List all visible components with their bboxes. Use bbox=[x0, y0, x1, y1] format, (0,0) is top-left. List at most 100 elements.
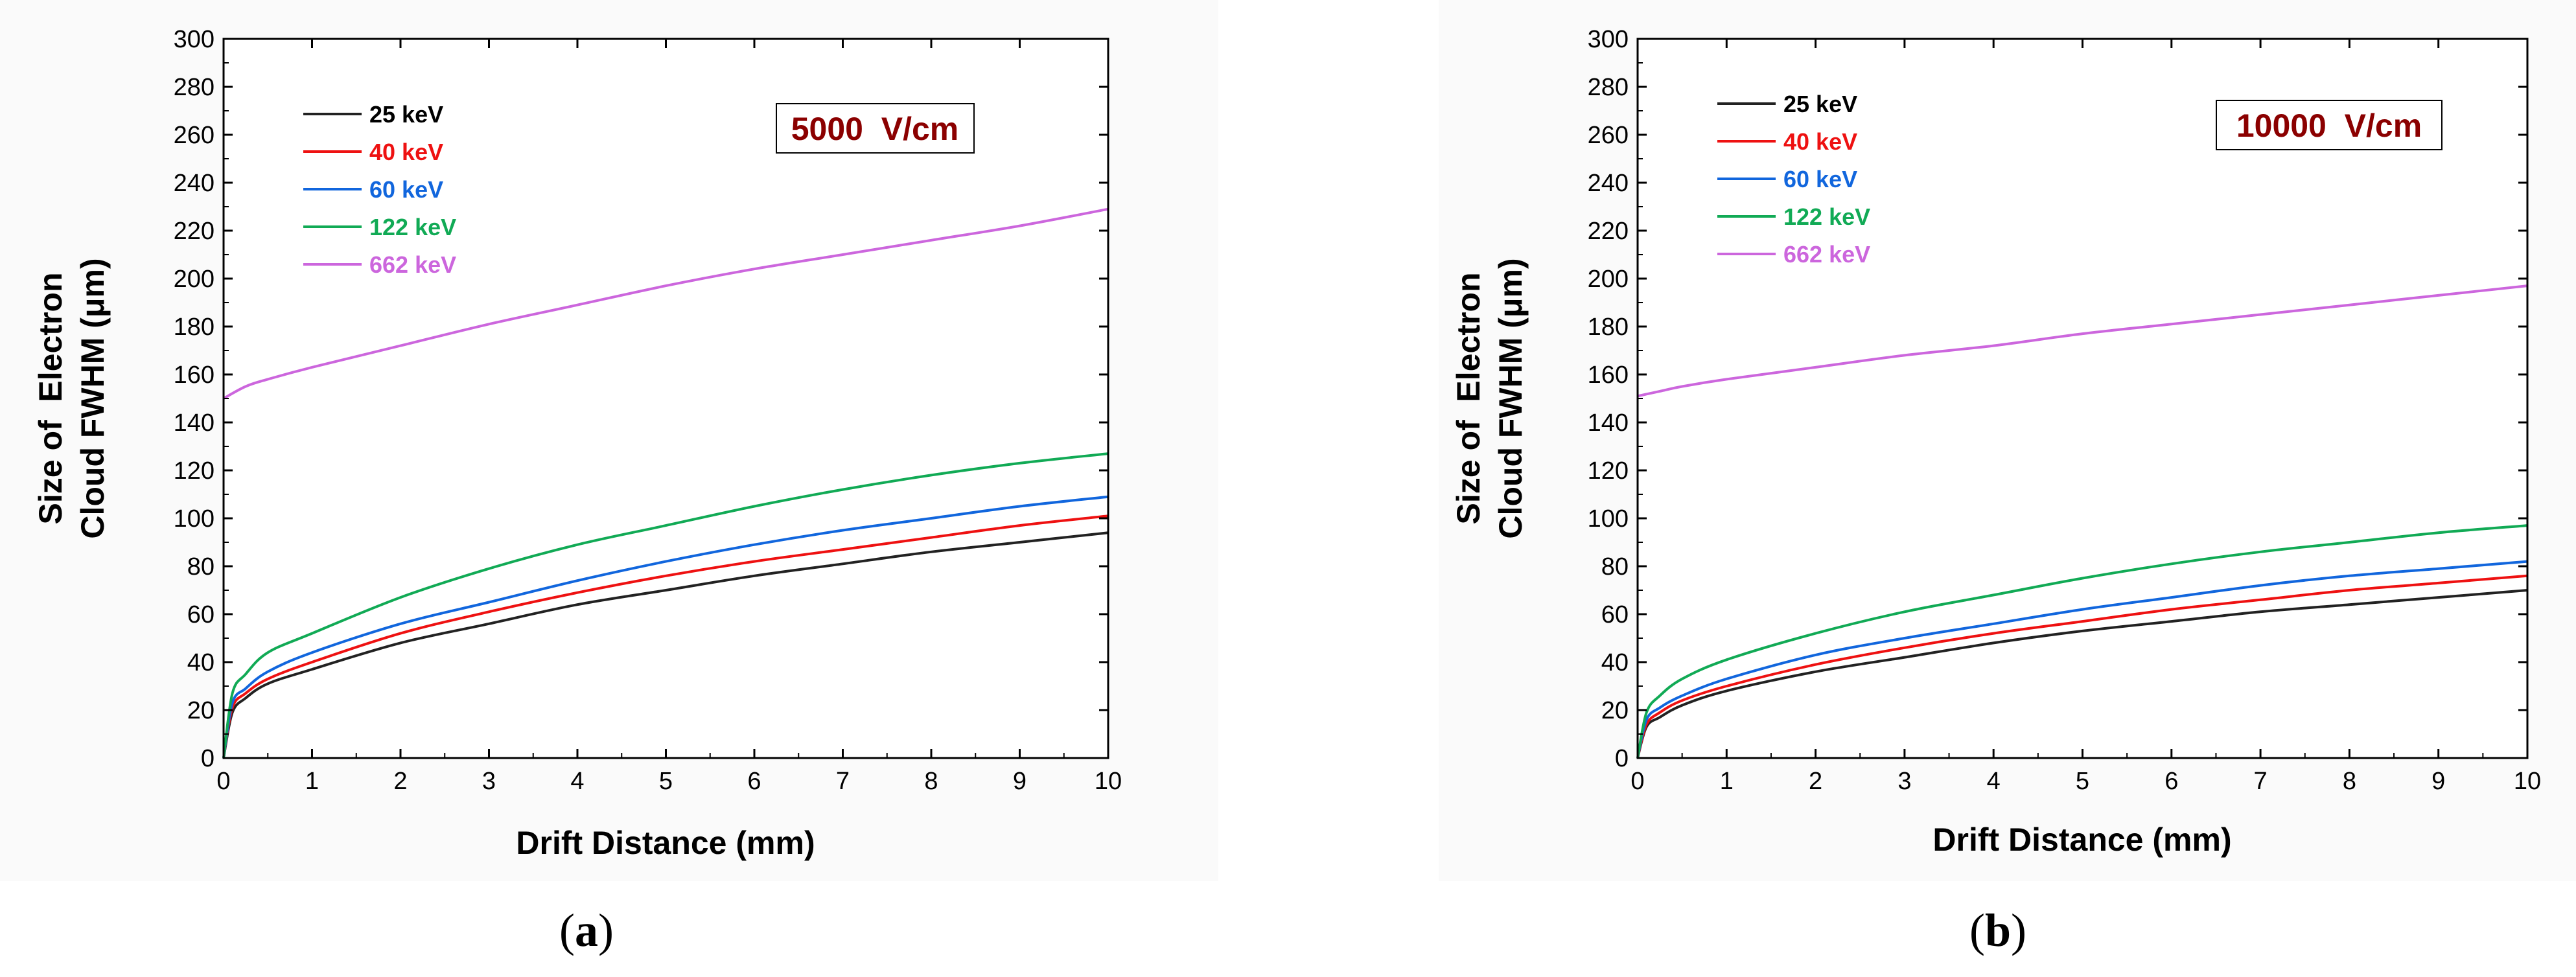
panel-b-y-tick-label-100: 100 bbox=[1588, 505, 1629, 533]
panel-b-x-tick-label-1: 1 bbox=[1720, 768, 1734, 795]
panel-b-series-line-25-kev bbox=[1636, 589, 2528, 759]
panel-a-caption: (a) bbox=[559, 904, 614, 956]
panel-b-y-tick-label-20: 20 bbox=[1601, 697, 1629, 724]
panel-b-x-tick-label-0: 0 bbox=[1630, 768, 1644, 795]
panel-b-x-tick-label-3: 3 bbox=[1897, 768, 1911, 795]
panel-a-x-tick-label-8: 8 bbox=[924, 768, 938, 795]
panel-b-y-tick-label-180: 180 bbox=[1588, 314, 1629, 341]
panel-b-legend-label-40-kev: 40 keV bbox=[1783, 128, 1857, 155]
panel-b-field-box-frame bbox=[2216, 100, 2443, 150]
panel-b-series-line-40-kev bbox=[1636, 574, 2528, 759]
panel-a-x-tick-label-0: 0 bbox=[216, 768, 230, 795]
panel-a-y-tick-label-40: 40 bbox=[187, 649, 215, 676]
panel-a-field-box: 5000 V/cm bbox=[776, 103, 975, 154]
panel-a-legend-label-40-kev: 40 keV bbox=[369, 139, 443, 165]
panel-b-y-axis: 0 20 40 60 80 100 120 140 160 180 200 220 240 260 280 3… bbox=[1588, 26, 2527, 772]
panel-b-caption: (b) bbox=[1969, 904, 2026, 956]
panel-b-caption-open: ( bbox=[1969, 904, 1985, 956]
panel-b-plot-background bbox=[1638, 39, 2527, 758]
panel-a-caption-open: ( bbox=[559, 904, 575, 956]
panel-a-series-line-40-kev bbox=[222, 514, 1109, 759]
panel-b-legend-label-60-kev: 60 keV bbox=[1783, 166, 1857, 192]
panel-b-x-axis-title: Drift Distance (mm) bbox=[1932, 822, 2231, 858]
panel-a-x-tick-label-9: 9 bbox=[1013, 768, 1027, 795]
panel-a-y-tick-label-100: 100 bbox=[174, 505, 215, 533]
panel-b-y-tick-label-300: 300 bbox=[1588, 26, 1629, 53]
panel-a-y-tick-label-180: 180 bbox=[174, 314, 215, 341]
panel-a-legend-label-662-kev: 662 keV bbox=[369, 251, 456, 278]
panel-b-x-tick-label-2: 2 bbox=[1809, 768, 1822, 795]
panel-a-y-tick-label-160: 160 bbox=[174, 362, 215, 389]
panel-a-x-tick-label-6: 6 bbox=[747, 768, 761, 795]
panel-b-y-axis-title-line2: Cloud FWHM (μm) bbox=[1492, 258, 1529, 538]
panel-b-legend-label-662-kev: 662 keV bbox=[1783, 241, 1870, 268]
panel-b-y-tick-label-200: 200 bbox=[1588, 266, 1629, 293]
panel-a-y-tick-label-0: 0 bbox=[201, 745, 215, 772]
panel-a-x-tick-label-5: 5 bbox=[659, 768, 673, 795]
panel-a-x-tick-label-2: 2 bbox=[393, 768, 407, 795]
panel-a-x-tick-label-1: 1 bbox=[305, 768, 319, 795]
panel-b-y-tick-label-80: 80 bbox=[1601, 553, 1629, 580]
panel-b-y-tick-label-260: 260 bbox=[1588, 122, 1629, 149]
panel-b-legend: 25 keV 40 keV 60 keV 122 keV 662 keV bbox=[1717, 91, 1870, 268]
panel-a-x-tick-label-10: 10 bbox=[1095, 768, 1122, 795]
panel-a-series-line-25-kev bbox=[222, 531, 1109, 759]
panel-b-x-tick-label-9: 9 bbox=[2431, 768, 2445, 795]
panel-a-x-tick-label-7: 7 bbox=[836, 768, 850, 795]
panel-a-series-line-122-kev bbox=[222, 452, 1109, 759]
panel-b-caption-letter: b bbox=[1985, 904, 2011, 956]
panel-b-y-tick-label-140: 140 bbox=[1588, 409, 1629, 437]
panel-a-x-axis: 0 1 2 3 4 5 6 7 8 9 10 bbox=[216, 39, 1122, 795]
panel-a-legend-label-60-kev: 60 keV bbox=[369, 176, 443, 203]
panel-a-series-line-60-kev bbox=[222, 495, 1109, 759]
panel-b-y-tick-label-280: 280 bbox=[1588, 74, 1629, 101]
panel-b-caption-close: ) bbox=[2011, 904, 2026, 956]
panel-b-series bbox=[1636, 284, 2528, 759]
panel-a-y-tick-label-220: 220 bbox=[174, 218, 215, 245]
panel-a-series-line-662-kev bbox=[223, 207, 1109, 400]
panel-b-y-tick-label-0: 0 bbox=[1615, 745, 1629, 772]
panel-a: 0 1 2 3 4 5 6 7 8 9 10 0 20 40 60 80 100 120 140 160 180 200… bbox=[0, 0, 1218, 956]
panel-a-plot-background bbox=[224, 39, 1108, 758]
panel-a-y-tick-label-140: 140 bbox=[174, 409, 215, 437]
panel-b-x-axis: 0 1 2 3 4 5 6 7 8 9 10 bbox=[1630, 39, 2541, 795]
panel-b-y-tick-label-40: 40 bbox=[1601, 649, 1629, 676]
panel-a-y-tick-label-260: 260 bbox=[174, 122, 215, 149]
panel-a-x-tick-label-4: 4 bbox=[570, 768, 584, 795]
panel-a-field-label: 5000 V/cm bbox=[791, 111, 959, 147]
panel-b-x-tick-label-6: 6 bbox=[2164, 768, 2178, 795]
panel-a-y-axis: 0 20 40 60 80 100 120 140 160 180 200 220 240 260 280 3… bbox=[174, 26, 1108, 772]
panel-b-x-tick-label-7: 7 bbox=[2254, 768, 2268, 795]
panel-b-series-line-60-kev bbox=[1636, 560, 2528, 759]
panel-b-series-line-662-kev bbox=[1637, 284, 2528, 398]
panel-a-y-tick-label-120: 120 bbox=[174, 457, 215, 485]
panel-a-field-box-frame bbox=[776, 103, 975, 154]
panel-b-y-tick-label-160: 160 bbox=[1588, 362, 1629, 389]
panel-a-x-tick-label-3: 3 bbox=[482, 768, 496, 795]
panel-b-field-label: 10000 V/cm bbox=[2236, 108, 2422, 144]
panel-b-y-tick-label-220: 220 bbox=[1588, 218, 1629, 245]
panel-b-legend-label-25-kev: 25 keV bbox=[1783, 91, 1857, 117]
panel-a-y-axis-title-line1: Size of Electron bbox=[32, 273, 69, 525]
panel-a-legend: 25 keV 40 keV 60 keV 122 keV 662 keV bbox=[303, 101, 456, 278]
panel-a-plot-area bbox=[224, 39, 1108, 758]
panel-a-caption-letter: a bbox=[575, 904, 598, 956]
panel-a-y-tick-label-80: 80 bbox=[187, 553, 215, 580]
panel-a-legend-label-122-kev: 122 keV bbox=[369, 214, 456, 240]
panel-a-x-axis-title: Drift Distance (mm) bbox=[516, 825, 815, 861]
panel-b-y-tick-label-240: 240 bbox=[1588, 170, 1629, 197]
panel-a-caption-close: ) bbox=[598, 904, 614, 956]
panel-b-x-tick-label-8: 8 bbox=[2343, 768, 2356, 795]
panel-b-y-axis-title-line1: Size of Electron bbox=[1450, 273, 1487, 525]
panel-a-y-tick-label-280: 280 bbox=[174, 74, 215, 101]
panel-b-field-box: 10000 V/cm bbox=[2216, 100, 2443, 150]
panel-a-y-tick-label-20: 20 bbox=[187, 697, 215, 724]
panel-a-y-tick-label-200: 200 bbox=[174, 266, 215, 293]
panel-b-x-tick-label-4: 4 bbox=[1987, 768, 2001, 795]
panel-b-x-tick-label-5: 5 bbox=[2076, 768, 2089, 795]
panel-a-y-tick-label-300: 300 bbox=[174, 26, 215, 53]
panel-a-y-axis-title-line2: Cloud FWHM (μm) bbox=[75, 258, 111, 538]
panel-b-series-line-122-kev bbox=[1636, 524, 2528, 759]
panel-b-x-tick-label-10: 10 bbox=[2514, 768, 2541, 795]
